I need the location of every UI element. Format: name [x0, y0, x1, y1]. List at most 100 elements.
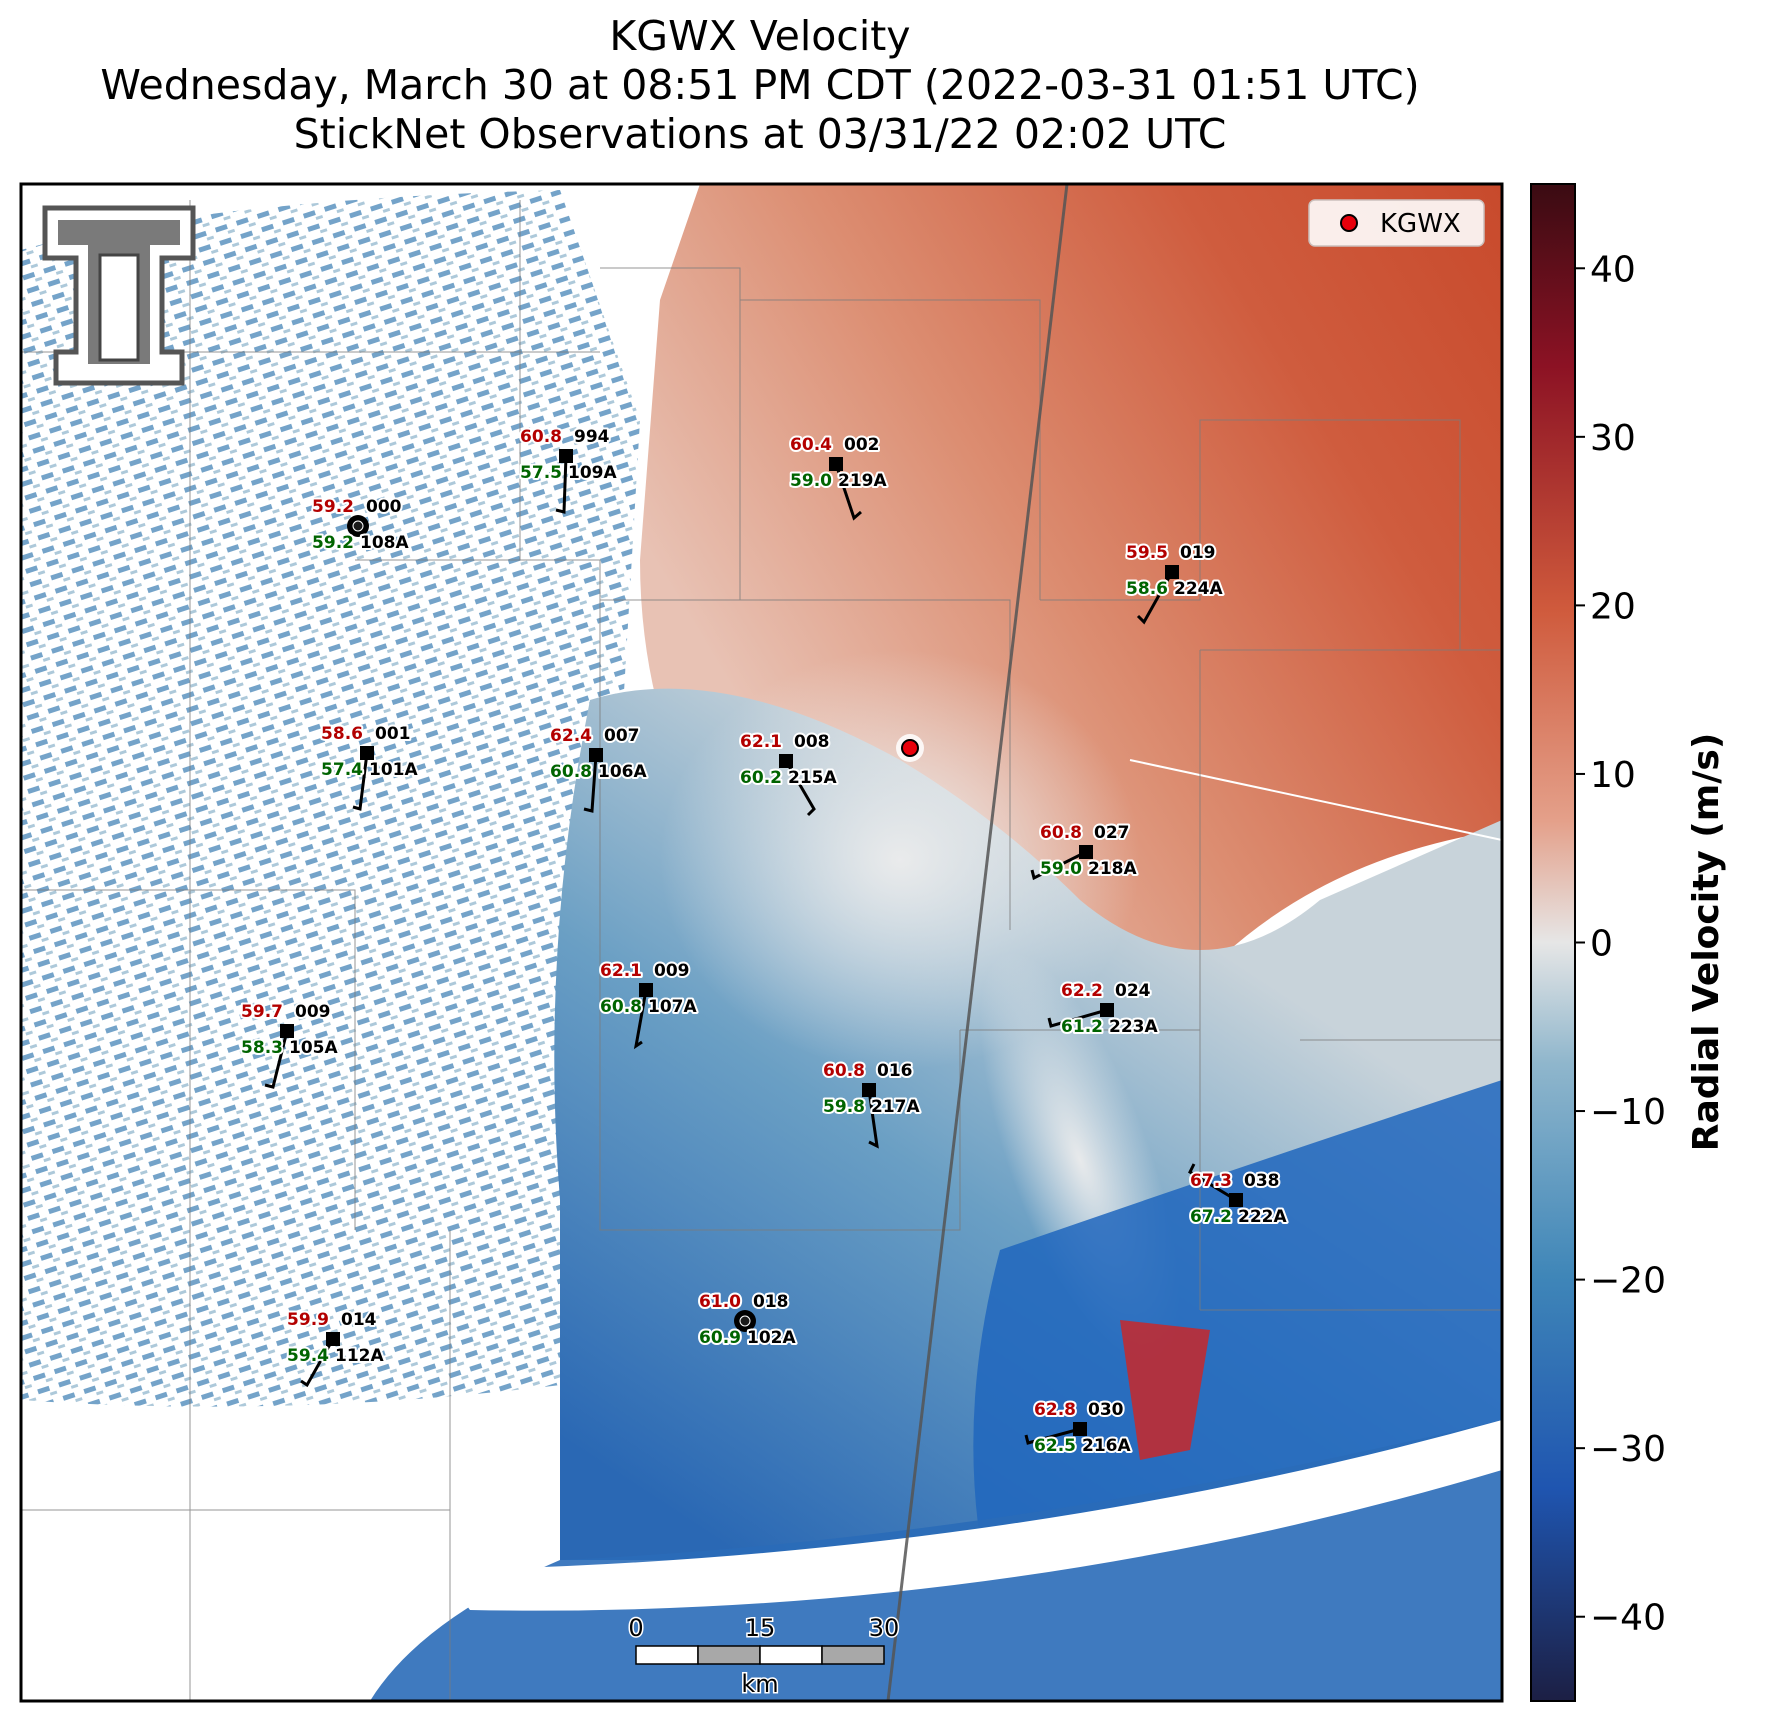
- station-temperature: 59.7: [241, 1002, 283, 1022]
- station-probe-id: 219A: [838, 471, 887, 491]
- station-probe-id: 102A: [747, 1328, 796, 1348]
- wind-barb: [1030, 850, 1087, 881]
- legend: KGWX: [1308, 199, 1485, 247]
- station-temperature: 62.2: [1061, 981, 1103, 1001]
- wind-barb: [834, 463, 862, 521]
- station-temperature: 60.8: [520, 427, 562, 447]
- station-probe-id: 218A: [1088, 859, 1137, 879]
- colorbar-tick-label: −40: [1590, 1598, 1666, 1639]
- station-marker: [280, 1024, 294, 1038]
- station-model: 60.8 027 59.0 218A: [1030, 821, 1139, 881]
- station-dewpoint: 57.4: [321, 760, 363, 780]
- wind-barb: [1188, 1163, 1237, 1202]
- station-temperature: 60.4: [790, 435, 832, 455]
- station-model: 62.1 009 60.8 107A: [598, 959, 699, 1050]
- colorbar-tick-label: 20: [1590, 586, 1636, 627]
- wind-barb: [555, 455, 568, 514]
- station-marker: [779, 754, 793, 768]
- station-model: 60.8 994 57.5 109A: [518, 425, 619, 514]
- station-dewpoint: 61.2: [1061, 1017, 1103, 1037]
- station-id: 008: [794, 732, 830, 752]
- station-dewpoint: 58.6: [1126, 579, 1168, 599]
- station-model: 62.2 024 61.2 223A: [1047, 979, 1160, 1039]
- station-id: 001: [375, 724, 411, 744]
- station-probe-id: 101A: [369, 760, 418, 780]
- station-dewpoint: 57.5: [520, 463, 562, 483]
- station-marker: [1165, 565, 1179, 579]
- station-id: 038: [1244, 1171, 1280, 1191]
- station-id: 002: [844, 435, 880, 455]
- colorbar-ramp: [1530, 183, 1576, 1702]
- wind-barb: [633, 989, 648, 1050]
- station-model: 62.8 030 62.5 216A: [1024, 1398, 1133, 1458]
- wind-barb: [264, 1030, 289, 1089]
- station-marker: [1100, 1003, 1114, 1017]
- station-probe-id: 109A: [568, 463, 617, 483]
- title-line-2: Wednesday, March 30 at 08:51 PM CDT (202…: [100, 61, 1420, 109]
- station-marker: [1073, 1422, 1087, 1436]
- wind-barb: [300, 1338, 335, 1388]
- station-marker: [829, 457, 843, 471]
- map-frame: [19, 182, 1504, 1703]
- state-boundary: [886, 184, 1069, 1701]
- station-probe-id: 112A: [335, 1346, 384, 1366]
- station-temperature: 59.5: [1126, 543, 1168, 563]
- station-probe-id: 223A: [1109, 1017, 1158, 1037]
- station-id: 030: [1088, 1400, 1124, 1420]
- texas-tech-logo: [42, 205, 196, 386]
- station-model: 60.4 002 59.0 219A: [788, 433, 889, 521]
- county-boundaries: [21, 200, 1502, 1701]
- colorbar-label: Radial Velocity (m/s): [1686, 733, 1727, 1152]
- station-dewpoint: 59.0: [1040, 859, 1082, 879]
- colorbar-tick-label: −30: [1590, 1429, 1666, 1470]
- station-dewpoint: 59.0: [790, 471, 832, 491]
- station-id: 994: [574, 427, 610, 447]
- scale-bar: 0 15 30 km: [627, 1613, 901, 1700]
- station-temperature: 60.8: [823, 1061, 865, 1081]
- station-model: 60.8 016 59.8 217A: [821, 1059, 922, 1149]
- station-probe-id: 215A: [788, 768, 837, 788]
- station-marker: [589, 748, 603, 762]
- station-marker: [1229, 1193, 1243, 1207]
- colorbar: 40 30 20 10 0 −10 −20 −30 −40 Radial Velocity (m…: [1530, 183, 1727, 1702]
- station-model: 67.3 038 67.2 222A: [1188, 1163, 1289, 1229]
- station-temperature: 62.1: [600, 961, 642, 981]
- wind-barb: [1024, 1427, 1081, 1445]
- station-marker: [862, 1083, 876, 1097]
- station-dewpoint: 60.8: [600, 997, 642, 1017]
- chart-title: KGWX Velocity Wednesday, March 30 at 08:…: [0, 12, 1520, 159]
- wind-barb: [352, 752, 369, 811]
- station-probe-id: 222A: [1238, 1207, 1287, 1227]
- station-dewpoint: 59.2: [312, 533, 354, 553]
- station-probe-id: 106A: [598, 762, 647, 782]
- station-temperature: 60.8: [1040, 823, 1082, 843]
- station-probe-id: 107A: [648, 997, 697, 1017]
- station-model: 62.4 007 60.8 106A: [548, 724, 649, 813]
- station-probe-id: 217A: [871, 1097, 920, 1117]
- station-model: 59.7 009 58.3 105A: [239, 1000, 340, 1089]
- station-dewpoint: 60.2: [740, 768, 782, 788]
- station-marker: [559, 449, 573, 463]
- station-id: 009: [295, 1002, 331, 1022]
- station-model: 61.0 018 60.9 102A: [697, 1290, 798, 1350]
- station-temperature: 67.3: [1190, 1171, 1232, 1191]
- velocity-field: [21, 184, 1502, 1701]
- colorbar-tick-label: 0: [1590, 924, 1613, 965]
- colorbar-tick-label: 30: [1590, 418, 1636, 459]
- station-dewpoint: 67.2: [1190, 1207, 1232, 1227]
- station-probe-id: 224A: [1174, 579, 1223, 599]
- station-model: 58.6 001 57.4 101A: [319, 722, 420, 811]
- title-line-1: KGWX Velocity: [609, 12, 911, 60]
- colorbar-tick-label: 10: [1590, 755, 1636, 796]
- station-id: 000: [366, 497, 402, 517]
- station-temperature: 62.4: [550, 726, 592, 746]
- radar-site-marker: [901, 739, 919, 757]
- station-id: 007: [604, 726, 640, 746]
- colorbar-tick-label: −20: [1590, 1261, 1666, 1302]
- station-model: 59.9 014 59.4 112A: [285, 1308, 386, 1388]
- station-marker: [360, 746, 374, 760]
- scale-tick-15: 15: [745, 1614, 776, 1642]
- wind-barb: [583, 754, 598, 813]
- station-dewpoint: 62.5: [1034, 1436, 1076, 1456]
